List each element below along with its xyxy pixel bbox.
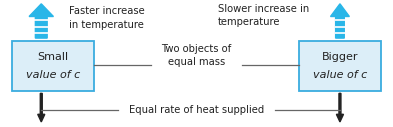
- Text: Two objects of
equal mass: Two objects of equal mass: [162, 44, 231, 67]
- FancyBboxPatch shape: [12, 41, 94, 91]
- FancyArrow shape: [336, 93, 343, 122]
- Text: Slower increase in
temperature: Slower increase in temperature: [218, 4, 309, 27]
- Text: Small: Small: [37, 52, 69, 62]
- Text: value of c: value of c: [313, 70, 367, 80]
- Text: Bigger: Bigger: [322, 52, 358, 62]
- FancyBboxPatch shape: [299, 41, 381, 91]
- FancyArrow shape: [38, 93, 45, 122]
- Text: value of c: value of c: [26, 70, 80, 80]
- Text: Equal rate of heat supplied: Equal rate of heat supplied: [129, 105, 264, 115]
- Text: Faster increase
in temperature: Faster increase in temperature: [69, 6, 145, 30]
- FancyArrow shape: [29, 4, 53, 38]
- FancyArrow shape: [331, 4, 349, 38]
